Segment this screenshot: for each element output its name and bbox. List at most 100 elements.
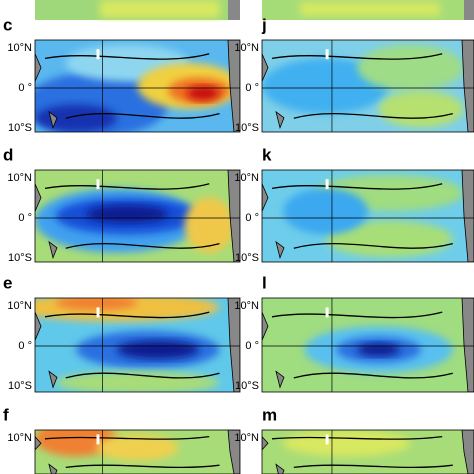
- contour: [44, 435, 220, 469]
- map-field: [262, 40, 474, 132]
- frame: [261, 169, 474, 263]
- field-blob: [283, 430, 411, 457]
- island: [96, 434, 100, 445]
- latitude-label: 0 °: [18, 212, 32, 224]
- map-panel: c 10°N 0 ° 10°S: [3, 15, 241, 134]
- latitude-label: 10°S: [8, 252, 32, 264]
- map-field: [262, 170, 474, 262]
- panel-label: c: [3, 15, 12, 34]
- land: [227, 430, 240, 474]
- land: [461, 430, 474, 474]
- latitude-label: 10°N: [234, 300, 259, 312]
- island: [325, 179, 329, 190]
- frame: [34, 169, 241, 263]
- island: [96, 307, 100, 318]
- frame: [34, 429, 241, 474]
- panel-label: e: [3, 273, 12, 292]
- field-blob: [35, 430, 117, 457]
- latitude-label: 10°N: [7, 42, 32, 54]
- land: [227, 298, 240, 392]
- latitude-label: 10°S: [235, 252, 259, 264]
- panel-label: f: [3, 405, 9, 424]
- land: [461, 298, 474, 392]
- land: [35, 53, 58, 130]
- field-blob: [357, 44, 464, 91]
- contour: [271, 53, 453, 119]
- contour: [44, 183, 220, 249]
- latitude-label: 0 °: [245, 340, 259, 352]
- latitude-label: 10°N: [234, 172, 259, 184]
- map-field: [262, 298, 474, 392]
- latitude-label: 10°S: [235, 122, 259, 134]
- land: [262, 183, 285, 260]
- map-field: [35, 298, 240, 392]
- map-panel: m10°N: [234, 405, 474, 474]
- latitude-label: 10°N: [234, 432, 259, 444]
- frame: [261, 39, 474, 133]
- land: [35, 436, 58, 474]
- contour: [271, 435, 453, 469]
- map-panel: j10°N 0 ° 10°S: [234, 15, 474, 134]
- field-blob: [186, 86, 220, 101]
- latitude-label: 10°N: [7, 172, 32, 184]
- latitude-label: 10°N: [234, 42, 259, 54]
- map-panel: e 10°N 0 ° 10°S: [3, 273, 241, 393]
- land: [262, 436, 285, 474]
- map-panel: f 10°N: [3, 405, 241, 474]
- latitude-label: 10°S: [8, 122, 32, 134]
- land: [35, 311, 58, 389]
- land: [227, 40, 240, 132]
- contour: [271, 183, 453, 249]
- field-blob: [35, 104, 117, 132]
- panel-label: l: [262, 273, 267, 292]
- land: [262, 53, 285, 130]
- contour: [271, 311, 453, 379]
- latitude-label: 10°N: [7, 432, 32, 444]
- map-panel: k10°N 0 ° 10°S: [234, 145, 474, 264]
- map-field: [262, 430, 474, 474]
- island: [96, 49, 100, 60]
- land: [35, 183, 58, 260]
- land: [461, 170, 474, 262]
- map-field: [35, 170, 240, 262]
- field-blob: [283, 188, 368, 235]
- contour: [44, 311, 220, 379]
- land: [227, 170, 240, 262]
- land: [262, 311, 285, 389]
- land: [461, 40, 474, 132]
- field-blob: [96, 434, 179, 461]
- map-field: [35, 430, 240, 474]
- frame: [261, 429, 474, 474]
- island: [325, 307, 329, 318]
- field-blob: [357, 343, 400, 357]
- field-blob: [117, 340, 199, 360]
- field-blob: [55, 298, 138, 311]
- top-partial-panels: [35, 0, 474, 20]
- frame: [261, 297, 474, 393]
- panel-label: k: [262, 145, 272, 164]
- latitude-label: 10°S: [8, 380, 32, 392]
- panel-label: j: [261, 15, 267, 34]
- frame: [34, 39, 241, 133]
- map-field: [35, 40, 240, 132]
- field-blob: [262, 58, 390, 114]
- island: [325, 49, 329, 60]
- latitude-label: 10°N: [7, 300, 32, 312]
- island: [96, 179, 100, 190]
- field-blob: [86, 204, 169, 224]
- panel-label: d: [3, 145, 13, 164]
- field-blob: [55, 371, 220, 392]
- latitude-label: 0 °: [245, 212, 259, 224]
- frame: [34, 297, 241, 393]
- field-blob: [378, 90, 464, 128]
- field-blob: [184, 197, 234, 253]
- latitude-label: 0 °: [18, 82, 32, 94]
- island: [325, 434, 329, 445]
- latitude-label: 10°S: [235, 380, 259, 392]
- map-panel: d 10°N 0 ° 10°S: [3, 145, 241, 264]
- contour: [44, 53, 220, 119]
- panel-label: m: [262, 405, 277, 424]
- latitude-label: 0 °: [18, 340, 32, 352]
- map-panel: l10°N 0 ° 10°S: [234, 273, 474, 393]
